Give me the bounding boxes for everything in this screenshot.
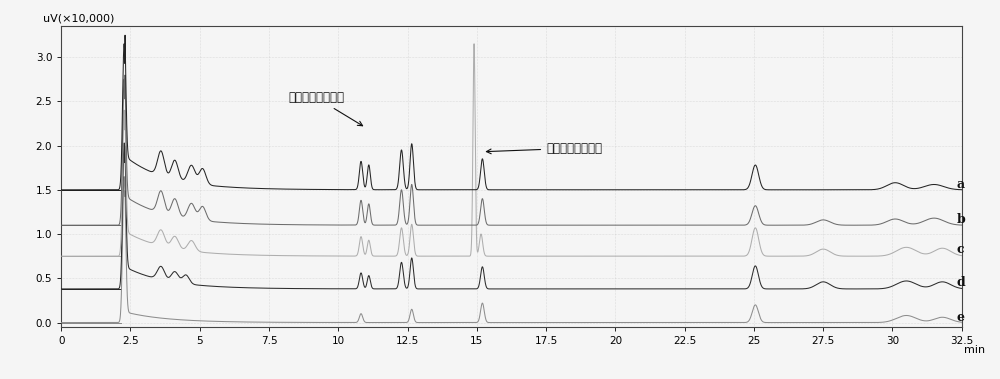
Text: 甲磺酸甲酣衍生物: 甲磺酸甲酣衍生物 xyxy=(288,91,363,126)
Text: min: min xyxy=(964,345,985,355)
Text: e: e xyxy=(956,311,964,324)
Text: d: d xyxy=(956,276,965,289)
Text: a: a xyxy=(956,178,964,191)
Text: b: b xyxy=(956,213,965,226)
Text: c: c xyxy=(956,243,964,257)
Text: 甲磺酸乙酣衍生物: 甲磺酸乙酣衍生物 xyxy=(486,142,602,155)
Text: uV(×10,000): uV(×10,000) xyxy=(43,13,115,23)
